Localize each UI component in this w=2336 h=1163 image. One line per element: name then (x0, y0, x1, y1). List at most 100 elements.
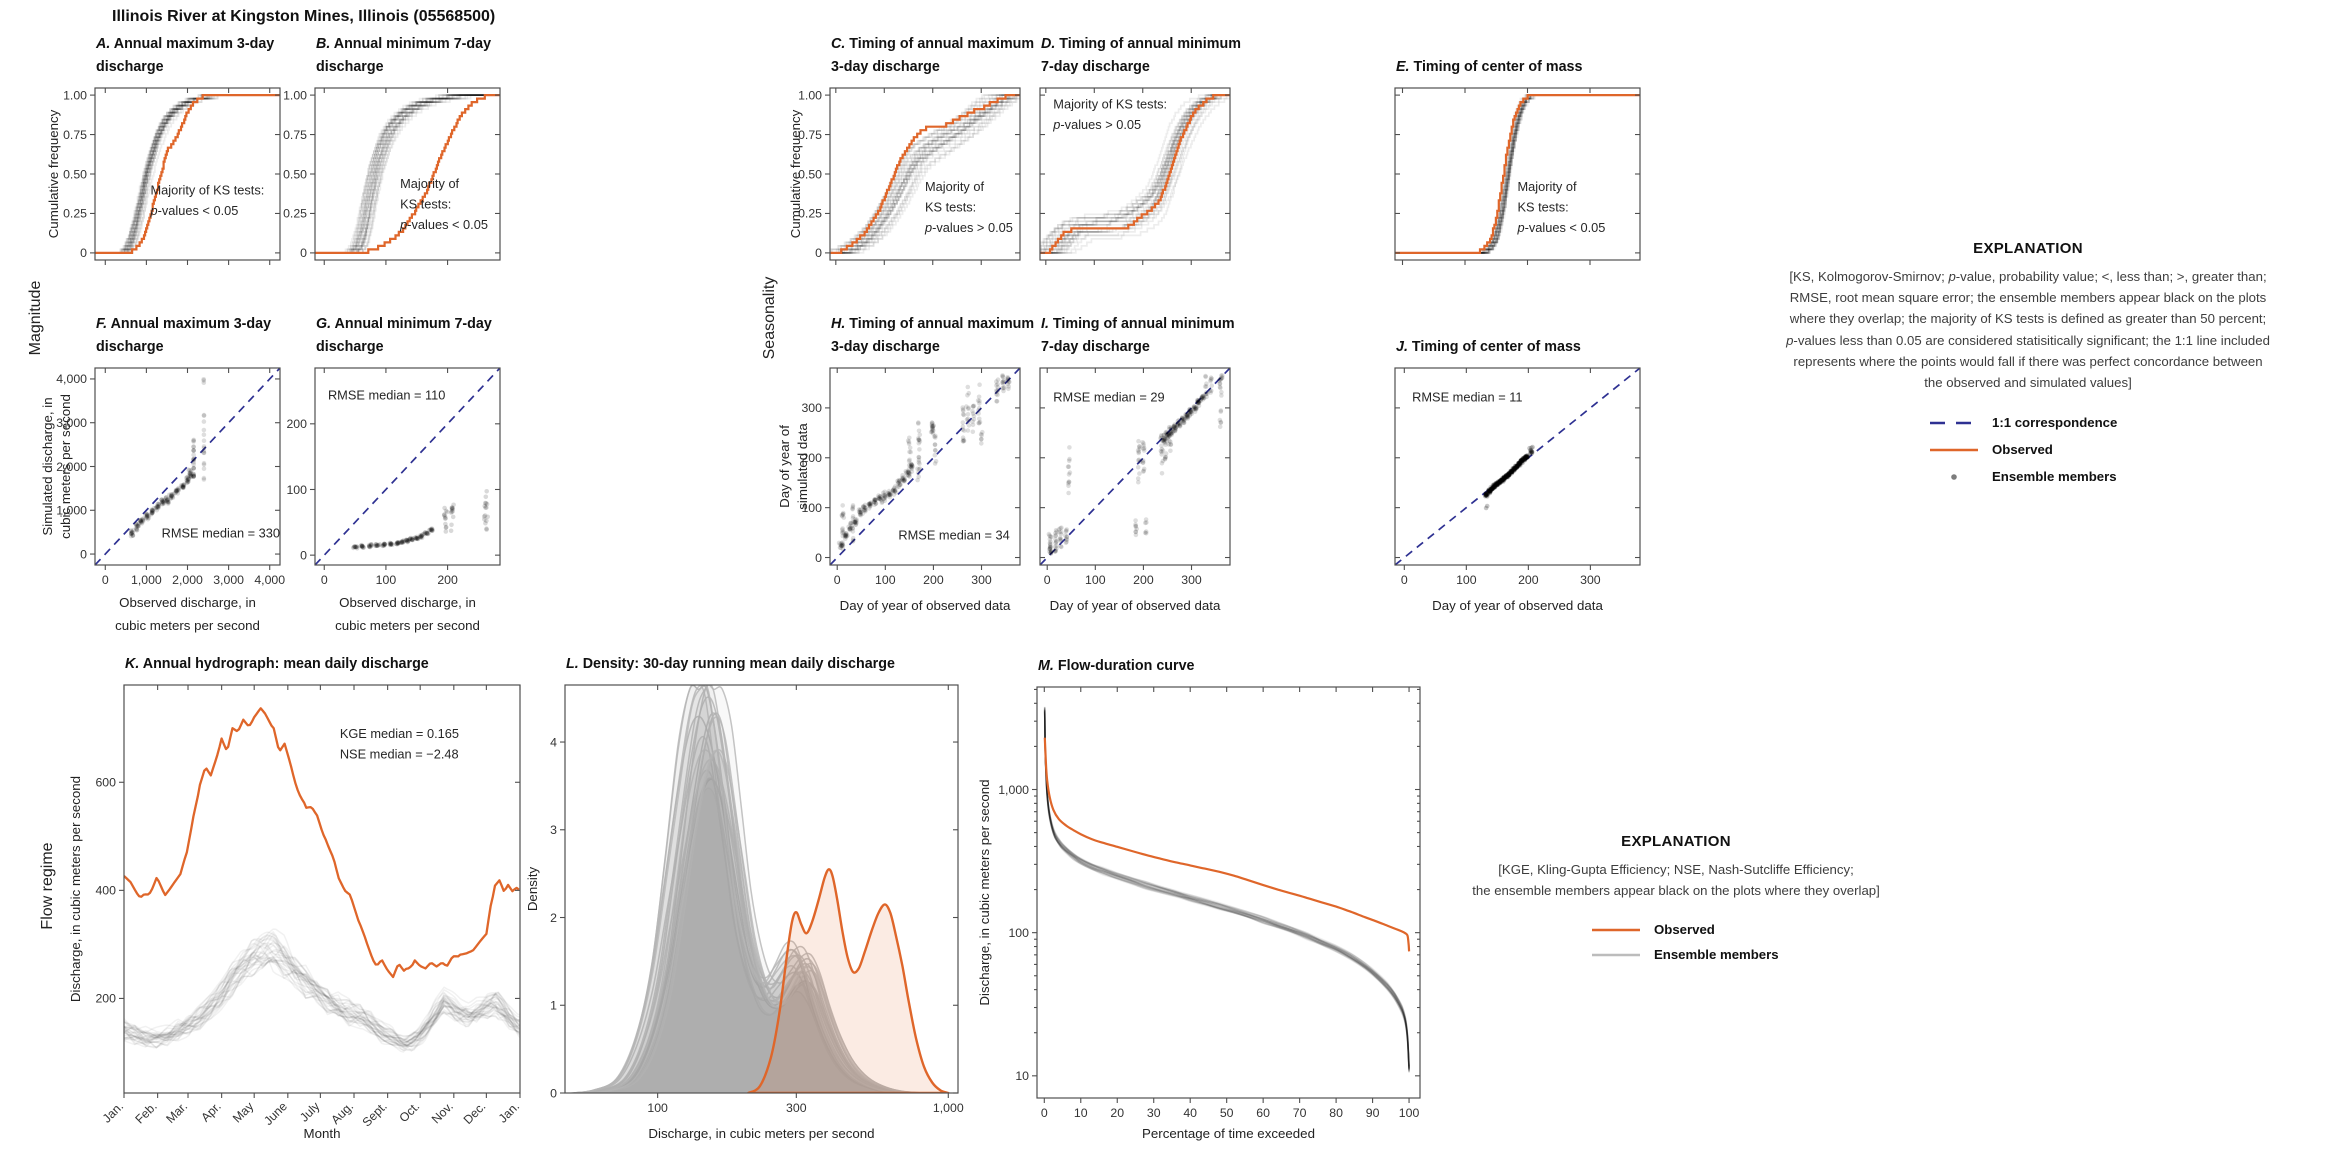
legend-label: Ensemble members (1992, 469, 2117, 485)
panel-annotation: RMSE median = 34 (898, 527, 1009, 542)
panel-J: 0 100 200 300 J. Timing of center of mass RMS… (1394, 339, 1641, 613)
x-axis-label: Day of year of observed data (1432, 598, 1603, 613)
panel-M: 0 10 20 30 40 50 60 70 80 90 100 10 100 1,000 M. Flow-… (977, 658, 1421, 1141)
panel-annotation: NSE median = −2.48 (340, 747, 459, 762)
y-tick-label: 4,000 (56, 372, 87, 386)
ensemble-lines (315, 94, 500, 254)
y-tick-label: 0.50 (798, 167, 822, 181)
x-tick-label: 0 (1401, 573, 1408, 587)
panel-E: E. Timing of center of mass Majority of KS… (1394, 59, 1641, 265)
explanation-legend: 1:1 correspondence Observed Ensemble membe… (1778, 409, 2278, 490)
panel-annotation: p-values < 0.05 (1517, 220, 1606, 235)
x-tick-label: Jan. (496, 1099, 522, 1125)
x-tick-label: 40 (1183, 1106, 1197, 1120)
one-to-one-line-symbol (1930, 421, 1978, 424)
y-tick-label: 0 (80, 246, 87, 260)
y-tick-label: 1,000 (998, 783, 1029, 797)
legend-label: Ensemble members (1654, 947, 1779, 963)
panel-title: discharge (316, 59, 384, 75)
panel-title: F. Annual maximum 3-day (96, 316, 271, 332)
legend-item: 1:1 correspondence (1928, 409, 2278, 436)
y-tick-label: 0 (80, 547, 87, 561)
panel-title: J. Timing of center of mass (1396, 339, 1581, 355)
y-tick-label: 1.00 (283, 88, 307, 102)
x-tick-label: 0 (834, 573, 841, 587)
y-tick-label: 0.50 (283, 167, 307, 181)
y-tick-label: 0.25 (798, 207, 822, 221)
panel-B: 0 0.25 0.50 0.75 1.00 B. Annual minimum 7-day… (283, 36, 501, 265)
ensemble-curves (571, 685, 925, 1093)
observed-line (1395, 94, 1640, 254)
panel-annotation: Majority of (1518, 179, 1577, 194)
panel-title: 3-day discharge (831, 339, 940, 355)
y-axis-label: cubic meters per second (58, 394, 73, 539)
y-tick-label: 0.75 (798, 128, 822, 142)
y-tick-label: 1.00 (798, 88, 822, 102)
x-tick-label: 0 (1041, 1106, 1048, 1120)
y-tick-label: 0 (300, 548, 307, 562)
ensemble-lines (95, 94, 280, 254)
y-tick-label: 600 (95, 776, 116, 790)
y-tick-label: 300 (801, 401, 822, 415)
x-tick-label: 90 (1366, 1106, 1380, 1120)
panel-annotation: Majority of (925, 179, 984, 194)
x-tick-label: 20 (1110, 1106, 1124, 1120)
one-to-one-line (95, 368, 280, 565)
x-tick-label: 60 (1256, 1106, 1270, 1120)
x-tick-label: 300 (971, 573, 992, 587)
panel-title: K. Annual hydrograph: mean daily dischar… (125, 656, 429, 672)
panel-title: C. Timing of annual maximum (831, 36, 1034, 52)
x-tick-label: 0 (321, 573, 328, 587)
y-tick-label: 2,000 (56, 460, 87, 474)
x-tick-label: May (230, 1099, 257, 1126)
panel-annotation: p-values > 0.05 (1052, 117, 1141, 132)
x-tick-label: June (261, 1099, 290, 1128)
observed-line (124, 707, 520, 979)
x-tick-label: 100 (647, 1101, 668, 1115)
y-tick-label: 1,000 (56, 504, 87, 518)
observed-curve (747, 868, 950, 1093)
panel-A: 0 0.25 0.50 0.75 1.00 A. Annual maximum 3-day… (46, 36, 281, 265)
explanation-legend: Observed Ensemble members (1442, 917, 1910, 967)
x-tick-label: Dec. (461, 1099, 489, 1127)
panel-H: 0 100 200 300 0 100 200 300 H. Timing of annual … (777, 316, 1034, 613)
legend-item: Ensemble members (1590, 942, 1910, 967)
x-axis-label: cubic meters per second (115, 618, 260, 633)
observed-line (95, 94, 280, 254)
observed-line (315, 94, 500, 254)
x-tick-label: 2,000 (172, 573, 203, 587)
legend-item: Observed (1590, 917, 1910, 942)
legend-label: Observed (1654, 922, 1715, 938)
one-to-one-line (1395, 368, 1640, 565)
x-tick-label: Apr. (198, 1099, 223, 1124)
x-tick-label: Jan. (100, 1099, 126, 1125)
x-tick-label: 100 (1456, 573, 1477, 587)
x-tick-label: 30 (1147, 1106, 1161, 1120)
panel-title: G. Annual minimum 7-day (316, 316, 492, 332)
x-tick-label: 100 (1085, 573, 1106, 587)
panel-D: D. Timing of annual minimum 7-day dischar… (1039, 36, 1241, 265)
y-axis-label: Simulated discharge, in (40, 397, 55, 535)
panel-K: Jan. Feb. Mar. Apr. May June July Aug. Sept. Oct.… (68, 656, 522, 1141)
ensemble-lines (124, 928, 520, 1053)
panel-annotation: p-values < 0.05 (150, 203, 239, 218)
y-tick-label: 0.25 (283, 207, 307, 221)
x-tick-label: 100 (1399, 1106, 1420, 1120)
legend-label: 1:1 correspondence (1992, 415, 2118, 431)
y-tick-label: 0.75 (283, 128, 307, 142)
y-tick-label: 10 (1015, 1069, 1029, 1083)
y-tick-label: 0 (550, 1086, 557, 1100)
explanation-notes: [KS, Kolmogorov-Smirnov; p-value, probab… (1786, 269, 2270, 391)
ensemble-dot-symbol (1951, 473, 1957, 480)
panel-F: 0 1,000 2,000 3,000 4,000 0 1,000 2,000 3,000 4,0… (40, 316, 285, 633)
ensemble-points (128, 377, 207, 539)
panel-title: D. Timing of annual minimum (1041, 36, 1241, 52)
x-tick-label: Mar. (163, 1099, 190, 1126)
x-tick-label: 200 (1518, 573, 1539, 587)
panel-title: 3-day discharge (831, 59, 940, 75)
observed-line-symbol (1592, 928, 1640, 932)
panel-annotation: p-values < 0.05 (399, 217, 488, 232)
y-tick-label: 100 (1008, 926, 1029, 940)
x-tick-label: 200 (923, 573, 944, 587)
